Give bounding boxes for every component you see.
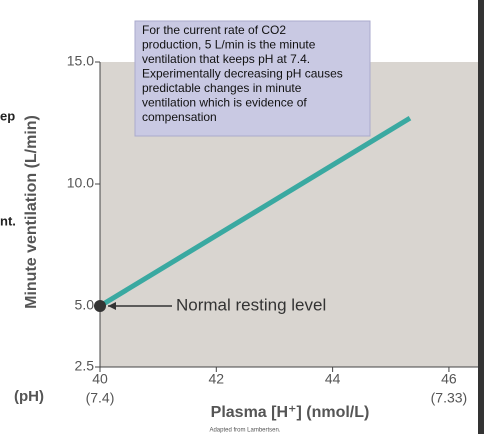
x-sublabel: (7.33): [431, 390, 468, 406]
y-tick-label: 10.0: [67, 175, 94, 191]
marker-label: Normal resting level: [176, 295, 326, 314]
x-tick-label: 42: [209, 371, 225, 387]
x-tick-label: 46: [441, 371, 457, 387]
resting-point: [94, 300, 106, 312]
callout-line: predictable changes in minute: [142, 81, 302, 95]
y-axis-label: Minute ventilation (L/min): [23, 115, 40, 309]
callout-line: ventilation which is evidence of: [142, 96, 307, 110]
callout-line: compensation: [142, 110, 217, 124]
source: Adapted from Lambertsen.: [209, 428, 280, 434]
x-sublabel: (7.4): [86, 390, 115, 406]
callout-line: ventilation that keeps pH at 7.4.: [142, 52, 310, 66]
marker-arrowhead: [108, 302, 116, 310]
x-tick-label: 44: [325, 371, 341, 387]
callout-line: Experimentally decreasing pH causes: [142, 67, 343, 81]
callout-box: [134, 20, 371, 137]
y-tick-label: 5.0: [75, 297, 95, 313]
data-line: [98, 115, 412, 309]
x-tick-label: 40: [92, 371, 108, 387]
side-fragment: ep: [0, 108, 15, 123]
x-axis-label: Plasma [H⁺] (nmol/L): [211, 404, 370, 421]
edge-strip: [478, 0, 484, 434]
side-fragment: (pH): [14, 388, 44, 405]
y-tick-label: 15.0: [67, 53, 94, 69]
y-tick-label: 2.5: [75, 358, 95, 374]
side-fragment: nt.: [0, 213, 16, 228]
callout-line: For the current rate of CO2: [142, 23, 286, 37]
callout-line: production, 5 L/min is the minute: [142, 38, 316, 52]
